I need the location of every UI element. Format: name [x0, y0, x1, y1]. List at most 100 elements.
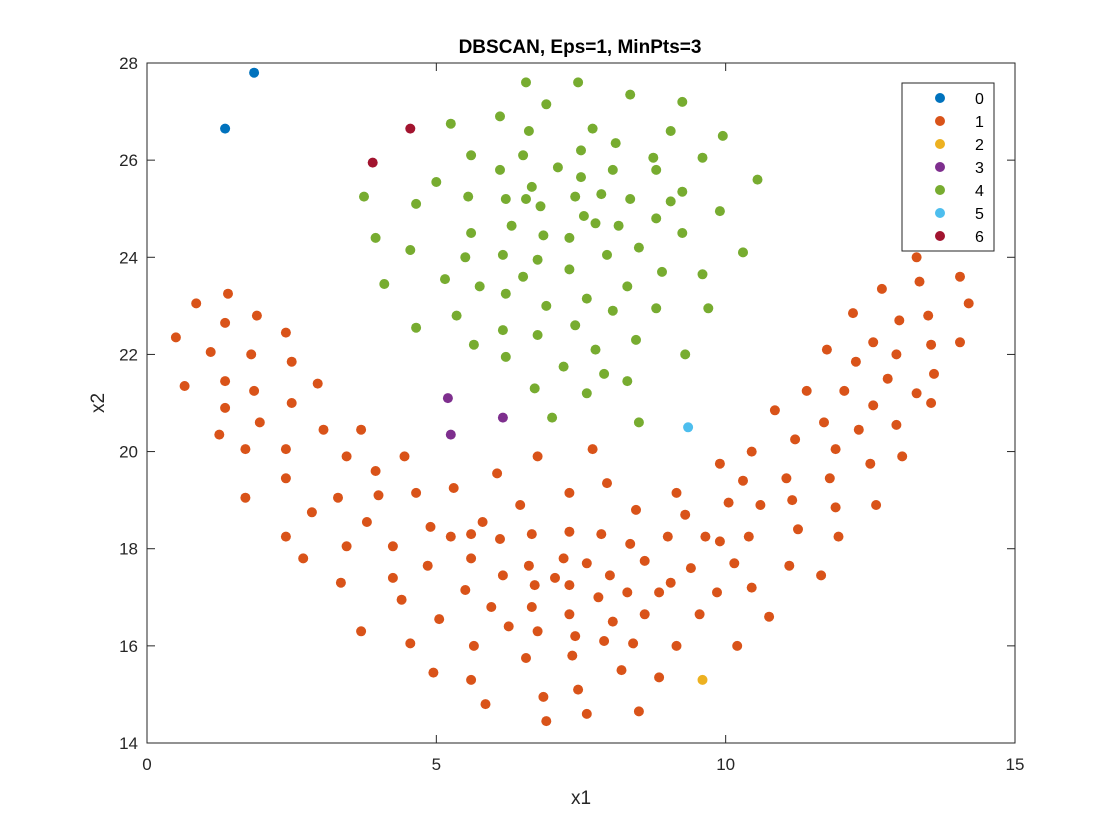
data-point-cluster-1 [671, 640, 682, 651]
data-point-cluster-1 [926, 339, 937, 350]
data-point-cluster-4 [529, 383, 540, 394]
data-point-cluster-4 [500, 288, 511, 299]
data-point-cluster-1 [564, 487, 575, 498]
data-point-cluster-4 [411, 198, 422, 209]
data-point-cluster-4 [521, 77, 531, 88]
data-point-cluster-1 [564, 526, 575, 537]
data-point-cluster-4 [717, 130, 728, 141]
data-point-cluster-1 [570, 631, 581, 642]
data-point-cluster-4 [578, 211, 589, 221]
data-point-cluster-4 [541, 99, 552, 110]
data-point-cluster-4 [697, 152, 708, 163]
data-point-cluster-1 [356, 424, 367, 435]
data-point-cluster-1 [963, 298, 974, 309]
data-point-cluster-4 [564, 264, 575, 275]
data-point-cluster-4 [677, 186, 688, 197]
data-point-cluster-1 [492, 468, 503, 479]
data-point-cluster-1 [639, 609, 650, 620]
data-point-cluster-1 [564, 609, 575, 620]
data-point-cluster-4 [379, 279, 390, 289]
data-point-cluster-4 [633, 417, 644, 428]
data-point-cluster-4 [518, 271, 529, 282]
data-point-cluster-1 [824, 473, 835, 484]
data-point-cluster-1 [246, 349, 257, 360]
data-point-cluster-1 [700, 531, 711, 542]
data-point-cluster-1 [448, 483, 459, 493]
data-point-cluster-5 [683, 422, 694, 433]
y-tick-label: 16 [119, 637, 138, 656]
data-point-cluster-1 [593, 592, 604, 603]
data-point-cluster-4 [602, 249, 612, 260]
data-point-cluster-1 [848, 308, 858, 319]
data-point-cluster-4 [665, 196, 676, 207]
data-point-cluster-1 [616, 665, 627, 676]
data-point-cluster-4 [558, 361, 569, 372]
data-point-cluster-1 [495, 534, 505, 544]
data-point-cluster-1 [370, 466, 381, 476]
y-tick-label: 24 [119, 248, 138, 267]
data-point-cluster-1 [746, 582, 757, 593]
data-point-cluster-1 [604, 570, 615, 581]
data-point-cluster-1 [538, 691, 549, 702]
data-point-cluster-1 [503, 621, 514, 632]
data-point-cluster-1 [581, 708, 592, 719]
data-point-cluster-4 [625, 194, 636, 204]
data-point-cluster-1 [955, 337, 965, 348]
data-point-cluster-1 [445, 531, 456, 542]
data-point-cluster-1 [411, 487, 422, 498]
legend-marker-6 [935, 231, 945, 241]
y-tick-label: 14 [119, 734, 138, 753]
y-axis-label: x2 [88, 393, 109, 413]
data-point-cluster-4 [495, 164, 505, 175]
data-point-cluster-1 [868, 400, 879, 411]
data-point-cluster-1 [596, 529, 607, 540]
data-point-cluster-1 [428, 667, 439, 678]
data-point-cluster-1 [587, 444, 598, 455]
data-point-cluster-4 [535, 201, 546, 212]
data-point-cluster-1 [955, 271, 965, 282]
data-point-cluster-1 [515, 500, 526, 510]
data-point-cluster-4 [552, 162, 563, 173]
data-point-cluster-1 [523, 560, 534, 571]
data-point-cluster-4 [599, 368, 610, 379]
data-point-cluster-1 [628, 638, 639, 649]
data-point-cluster-1 [602, 478, 612, 489]
data-point-cluster-1 [723, 497, 734, 508]
data-point-cluster-1 [581, 558, 592, 569]
data-point-cluster-1 [781, 473, 792, 484]
data-point-cluster-1 [373, 490, 384, 501]
data-point-cluster-1 [532, 626, 543, 637]
data-point-cluster-1 [714, 536, 725, 547]
data-point-cluster-1 [865, 458, 876, 469]
data-point-cluster-1 [685, 563, 696, 574]
data-point-cluster-4 [570, 191, 581, 202]
data-point-cluster-0 [220, 123, 231, 134]
data-point-cluster-1 [821, 344, 832, 355]
x-tick-label: 10 [716, 755, 735, 774]
legend-label-3: 3 [975, 160, 984, 177]
data-point-cluster-1 [521, 653, 531, 663]
legend-label-2: 2 [975, 137, 984, 154]
data-point-cluster-1 [341, 541, 352, 552]
legend-label-4: 4 [975, 183, 984, 200]
data-point-cluster-1 [223, 288, 233, 299]
y-tick-label: 22 [119, 345, 138, 364]
data-point-cluster-1 [468, 640, 479, 651]
x-tick-label: 0 [142, 755, 151, 774]
data-point-cluster-4 [651, 164, 662, 175]
data-point-cluster-1 [191, 298, 202, 309]
data-point-cluster-1 [819, 417, 829, 428]
data-point-cluster-1 [425, 521, 436, 532]
data-point-cluster-4 [607, 305, 618, 316]
data-point-cluster-4 [497, 325, 508, 336]
data-point-cluster-1 [790, 434, 801, 445]
data-point-cluster-1 [891, 419, 902, 430]
data-point-cluster-1 [732, 640, 743, 651]
data-point-cluster-2 [697, 674, 708, 685]
data-point-cluster-4 [587, 123, 598, 134]
data-point-cluster-4 [677, 96, 688, 107]
data-point-cluster-1 [665, 577, 676, 588]
data-point-cluster-1 [335, 577, 346, 588]
data-point-cluster-1 [573, 684, 584, 695]
data-point-cluster-1 [764, 611, 775, 622]
